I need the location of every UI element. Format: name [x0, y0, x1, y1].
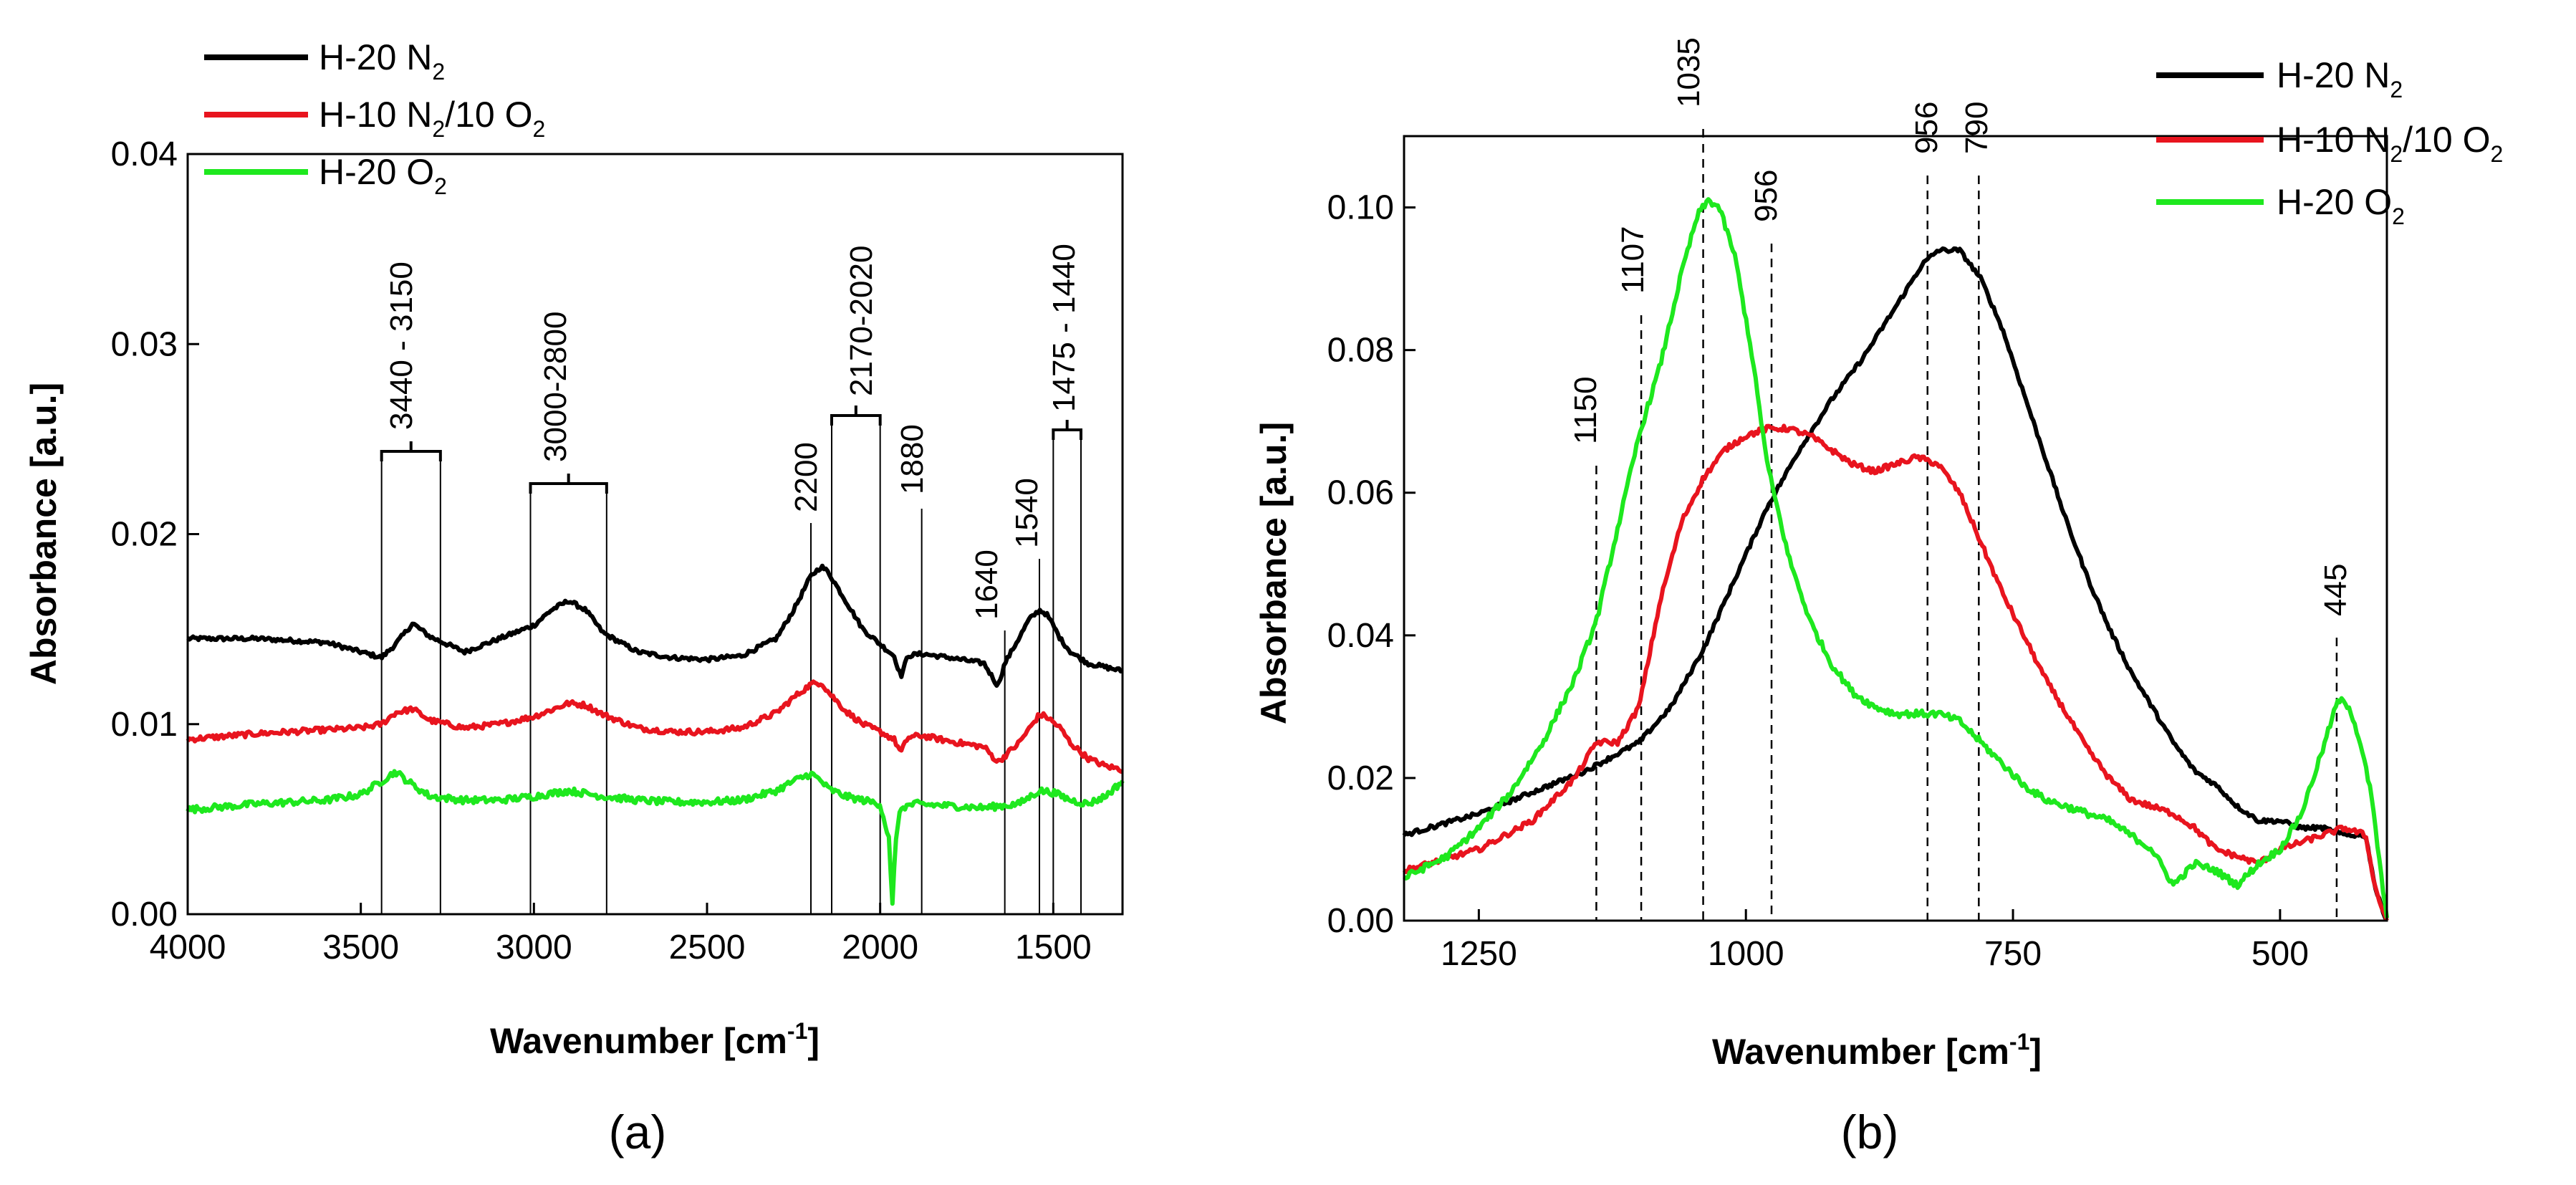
panel-b-annotation-label: 1107	[1615, 226, 1650, 294]
panel-a-annotation-label: 2170-2020	[844, 246, 879, 396]
panel-b-series-line	[1402, 423, 2389, 922]
panel-a-annotation-label: 1880	[895, 424, 930, 494]
panel-a-bracket	[830, 406, 882, 426]
panel-b-annotation-label: 1150	[1568, 376, 1603, 444]
panel-b-series-line	[1402, 246, 2389, 922]
panel-a-annotation-label: 3000-2800	[538, 312, 573, 462]
panel-a-label: (a)	[609, 1105, 667, 1158]
panel-a-ytick-label: 0.02	[111, 516, 178, 554]
panel-a-ytick-label: 0.04	[111, 135, 178, 173]
panel-a-annotation-label: 3440 - 3150	[384, 262, 419, 430]
panel-b-xlabel: Wavenumber [cm-1]	[1712, 1029, 2042, 1072]
panel-a-legend: H-20 N2 H-10 N2/10 O2 H-20 O2	[204, 37, 545, 199]
panel-a-bracket	[380, 441, 442, 461]
panel-a-xtick-label: 3000	[496, 929, 572, 966]
panel-b-series-line	[1403, 197, 2389, 918]
panel-b-annotation-label: 445	[2318, 564, 2353, 616]
panel-b-ytick-label: 0.04	[1327, 617, 1394, 655]
legend-label-h20o2: H-20 O2	[2277, 182, 2405, 229]
panel-a-xtick-label: 2500	[669, 929, 746, 966]
panel-a-series-line	[186, 679, 1123, 774]
panel-a-annotation-label: 1475 - 1440	[1047, 244, 1082, 412]
panel-b-xtick-label: 500	[2251, 935, 2309, 973]
panel-a-ytick-label: 0.03	[111, 325, 178, 363]
panel-b-ylabel: Absorbance [a.u.]	[1254, 422, 1294, 724]
panel-b-xtick-label: 750	[1984, 935, 2042, 973]
panel-a-xlabel: Wavenumber [cm-1]	[490, 1018, 820, 1061]
panel-b-ytick-label: 0.08	[1327, 332, 1394, 370]
panel-a: 3440 - 3150 3000-2800 2200 2170-2020 1880 164…	[24, 37, 1125, 1158]
panel-a-series-line	[186, 563, 1124, 688]
panel-b-ytick-label: 0.00	[1327, 902, 1394, 940]
legend-label-h10: H-10 N2/10 O2	[2277, 120, 2503, 167]
panel-a-annotations: 3440 - 3150 3000-2800 2200 2170-2020 1880 164…	[380, 244, 1082, 914]
panel-a-xtick-label: 3500	[322, 929, 399, 966]
legend-label-h10: H-10 N2/10 O2	[319, 95, 545, 142]
legend-label-h20n2: H-20 N2	[2277, 55, 2403, 102]
panel-b-label: (b)	[1841, 1105, 1899, 1158]
panel-a-annotation-label: 2200	[789, 442, 824, 512]
panel-a-series-line	[186, 769, 1125, 906]
panel-b-annotation-label: 956	[1749, 170, 1784, 222]
panel-b-annotation-label: 956	[1909, 102, 1944, 154]
panel-a-ytick-label: 0.01	[111, 706, 178, 744]
panel-a-bracket	[529, 474, 608, 494]
panel-b-legend: H-20 N2 H-10 N2/10 O2 H-20 O2	[2156, 55, 2503, 229]
panel-b: 1150 1107 1035 956 956 790 445 1250 1000 750 500 0…	[1254, 37, 2503, 1158]
panel-b-annotations: 1150 1107 1035 956 956 790 445	[1568, 37, 2353, 921]
panel-b-plot-frame	[1403, 135, 2388, 922]
panel-b-ytick-label: 0.06	[1327, 474, 1394, 512]
panel-a-xtick-label: 2000	[842, 929, 918, 966]
panel-a-bracket	[1052, 420, 1082, 440]
panel-b-xtick-label: 1000	[1708, 935, 1784, 973]
panel-a-xtick-label: 4000	[150, 929, 226, 966]
panel-a-annotation-label: 1540	[1009, 478, 1044, 548]
panel-a-annotation-label: 1640	[969, 550, 1004, 620]
panel-b-xtick-label: 1250	[1441, 935, 1517, 973]
panel-b-annotation-label: 1035	[1671, 37, 1706, 107]
panel-b-ytick-label: 0.10	[1327, 189, 1394, 227]
legend-label-h20o2: H-20 O2	[319, 152, 447, 199]
panel-a-xtick-label: 1500	[1015, 929, 1092, 966]
legend-label-h20n2: H-20 N2	[319, 37, 445, 85]
panel-b-annotation-label: 790	[1959, 102, 1994, 154]
panel-b-ytick-label: 0.02	[1327, 759, 1394, 797]
panel-a-ylabel: Absorbance [a.u.]	[24, 383, 64, 685]
panel-a-ytick-label: 0.00	[111, 896, 178, 934]
